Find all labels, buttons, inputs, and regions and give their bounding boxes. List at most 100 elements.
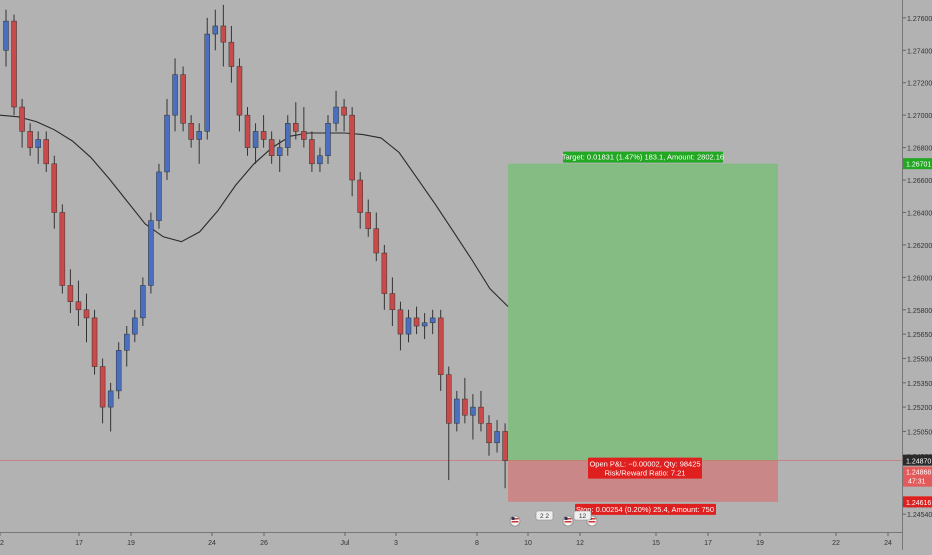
candle-body	[188, 123, 194, 140]
candle-body	[421, 322, 428, 327]
candle-body	[107, 390, 114, 408]
time-tick-label: 15	[652, 540, 660, 547]
candle-body	[180, 74, 186, 124]
candle-body	[236, 66, 243, 116]
candle-body	[132, 317, 138, 335]
candle-body	[494, 431, 500, 444]
candle-body	[413, 317, 420, 327]
flag-stripe	[511, 521, 519, 523]
candle-body	[301, 131, 307, 140]
candle-body	[220, 25, 227, 43]
candle-body	[140, 285, 146, 319]
stop-price-tag-box	[903, 496, 932, 508]
price-tick-label: 1.25650	[907, 332, 932, 339]
candle-body	[35, 139, 41, 148]
open-pnl-label-box	[588, 457, 702, 479]
flag-canton	[511, 517, 515, 520]
candle-body	[51, 163, 58, 213]
candle-body	[212, 25, 219, 35]
candle-body	[59, 212, 66, 286]
candle-body	[309, 139, 315, 165]
time-tick-label: 17	[75, 540, 83, 547]
price-tick-label: 1.26200	[907, 243, 932, 250]
time-tick-label: 10	[524, 540, 532, 547]
candle-body	[172, 74, 178, 116]
price-tick-label: 1.27000	[907, 113, 932, 120]
flag-stripe	[564, 521, 572, 523]
candle-body	[470, 406, 476, 416]
bid-price-tag: 1.24868	[906, 470, 931, 477]
target-label-box	[563, 151, 723, 163]
candle-body	[357, 179, 363, 213]
candle-body	[124, 333, 130, 351]
candle-body	[83, 309, 90, 319]
candle-body	[502, 431, 508, 461]
candle-body	[462, 398, 468, 416]
stop-label: Stop: 0.00254 (0.20%) 25.4, Amount: 750	[576, 505, 714, 514]
candle-body	[99, 366, 106, 408]
time-tick-label: 12	[576, 540, 584, 547]
price-tick-label: 1.25350	[907, 381, 932, 388]
candle-body	[365, 212, 371, 229]
flag-stripe	[564, 518, 572, 520]
time-tick-label: 22	[832, 540, 840, 547]
event-count-badge[interactable]	[573, 510, 592, 521]
price-tick-label: 1.27600	[907, 16, 932, 23]
candle-body	[148, 220, 154, 286]
time-tick-label: 19	[756, 540, 764, 547]
candle-body	[196, 131, 202, 140]
candle-body	[293, 123, 299, 132]
candle-body	[115, 350, 122, 392]
candle-body	[429, 317, 436, 324]
flag-canton	[564, 517, 568, 520]
price-tick-label: 1.27200	[907, 81, 932, 88]
candle-body	[285, 123, 291, 148]
candle-body	[486, 423, 492, 444]
time-tick-label: 24	[208, 540, 216, 547]
candle-body	[19, 106, 25, 132]
candle-body	[75, 301, 82, 311]
candle-body	[349, 114, 355, 181]
profit-zone[interactable]	[508, 163, 778, 461]
candle-body	[268, 139, 275, 156]
price-tick-label: 1.27400	[907, 48, 932, 55]
flag-stripe	[588, 521, 596, 523]
candle-body	[276, 147, 283, 156]
candle-body	[156, 171, 162, 221]
time-tick-label: 19	[127, 540, 135, 547]
moving-average-line	[0, 114, 509, 307]
candle-body	[43, 139, 49, 165]
candle-body	[252, 131, 259, 148]
candle-body	[228, 41, 235, 67]
candle-body	[405, 317, 412, 335]
candle-body	[381, 252, 388, 294]
candle-body	[27, 131, 33, 148]
time-tick-label: 17	[704, 540, 712, 547]
candle-body	[373, 228, 380, 254]
price-tick-label: 1.25050	[907, 429, 932, 436]
current-price-tag: 1.24870	[906, 459, 931, 466]
candle-body	[389, 293, 396, 311]
time-tick-label: 24	[884, 540, 892, 547]
candle-body	[3, 20, 9, 51]
event-count-badge[interactable]	[535, 510, 554, 521]
candle-body	[341, 106, 347, 116]
target-price-tag: 1.26701	[906, 162, 931, 169]
flag-stripe	[511, 518, 519, 520]
candle-body	[317, 155, 323, 165]
time-tick-label: 8	[475, 540, 479, 547]
candle-body	[67, 285, 74, 302]
risk-reward-label: Risk/Reward Ratio: 7.21	[605, 469, 686, 478]
price-tick-label: 1.26400	[907, 210, 932, 217]
price-tick-label: 1.26000	[907, 275, 932, 282]
time-axis[interactable]	[0, 532, 902, 550]
stop-label-box	[575, 503, 716, 515]
candle-body	[204, 33, 210, 132]
candle-body	[446, 374, 452, 424]
time-tick-label: 3	[394, 540, 398, 547]
event-count-label: 12	[579, 513, 587, 520]
candle-body	[164, 114, 170, 173]
candle-body	[454, 398, 460, 424]
